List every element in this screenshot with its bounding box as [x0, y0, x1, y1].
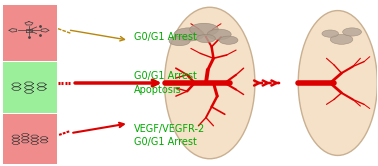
Circle shape [343, 28, 361, 36]
Text: VEGF/VEGFR-2
G0/G1 Arrest: VEGF/VEGFR-2 G0/G1 Arrest [135, 124, 206, 147]
FancyBboxPatch shape [3, 5, 57, 61]
Text: G0/G1 Arrest
Apoptosis: G0/G1 Arrest Apoptosis [135, 71, 197, 95]
Ellipse shape [164, 7, 255, 159]
Circle shape [322, 30, 339, 37]
Circle shape [219, 36, 238, 44]
Ellipse shape [298, 11, 377, 155]
FancyBboxPatch shape [3, 114, 57, 165]
Circle shape [197, 34, 215, 43]
Circle shape [174, 28, 204, 41]
FancyBboxPatch shape [3, 62, 57, 113]
Circle shape [169, 36, 190, 46]
Circle shape [330, 34, 353, 44]
Text: G0/G1 Arrest: G0/G1 Arrest [135, 32, 197, 42]
Circle shape [207, 29, 231, 40]
Circle shape [190, 23, 218, 36]
